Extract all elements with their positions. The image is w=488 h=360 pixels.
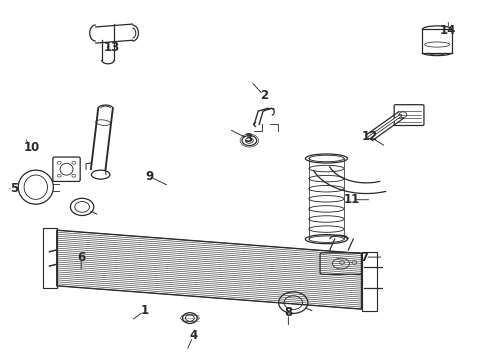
Text: 6: 6 [77,251,85,264]
Text: 5: 5 [10,183,19,195]
Text: 4: 4 [189,329,197,342]
Text: 1: 1 [140,305,148,318]
Text: 12: 12 [362,130,378,144]
Text: 9: 9 [145,170,153,183]
Text: 2: 2 [260,89,267,102]
Text: 8: 8 [284,306,292,319]
Bar [43,228,57,288]
Text: 3: 3 [244,132,252,145]
Bar [361,252,376,311]
Text: 10: 10 [23,141,40,154]
Text: 11: 11 [343,193,359,206]
Text: 14: 14 [439,24,456,37]
Text: 13: 13 [103,41,120,54]
Text: 7: 7 [359,251,367,264]
